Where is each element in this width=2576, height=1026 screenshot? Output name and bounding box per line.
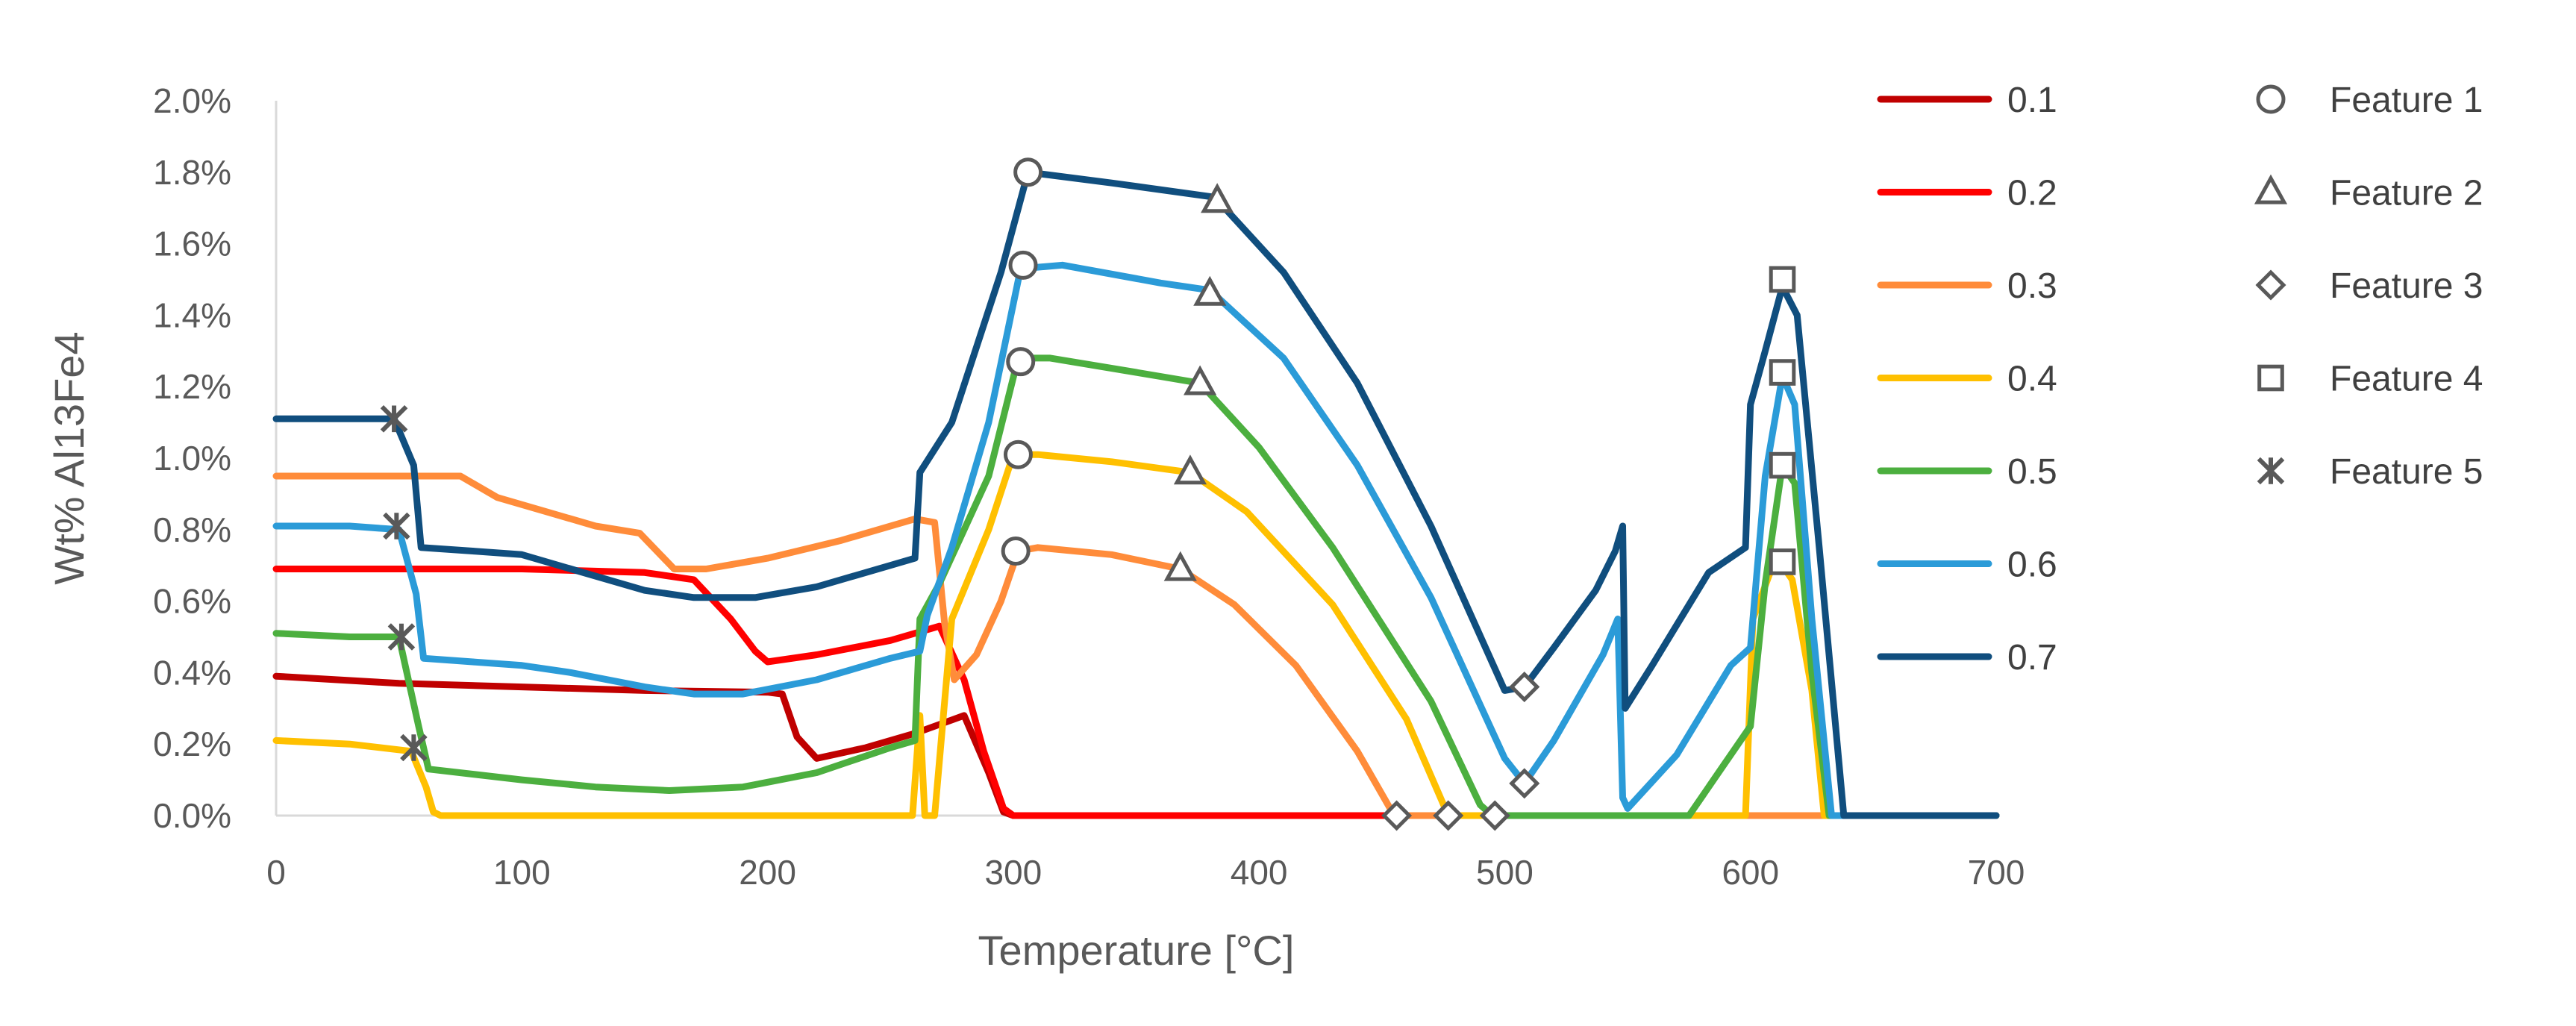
feature-marker-3 bbox=[1509, 672, 1540, 703]
x-axis-title: Temperature [°C] bbox=[978, 927, 1295, 974]
feature-marker-1 bbox=[1006, 347, 1036, 377]
feature-marker-2 bbox=[1173, 454, 1207, 485]
feature-marker-2 bbox=[1163, 551, 1197, 581]
y-tick-label: 2.0% bbox=[153, 81, 231, 120]
feature-marker-3 bbox=[1433, 800, 1464, 831]
feature-marker-5 bbox=[400, 733, 428, 762]
legend-symbol-feature-2 bbox=[2254, 174, 2288, 204]
series-line-0.6 bbox=[272, 261, 2000, 819]
feature-marker-5 bbox=[380, 405, 408, 433]
legend-label-feature-4: Feature 4 bbox=[2330, 360, 2483, 399]
legend-symbol-feature-3 bbox=[2255, 269, 2286, 301]
feature-marker-2 bbox=[1193, 275, 1227, 306]
legend-label-0.1: 0.1 bbox=[2007, 81, 2057, 120]
y-tick-label: 0.0% bbox=[153, 796, 231, 835]
legend-label-feature-5: Feature 5 bbox=[2330, 452, 2483, 492]
feature-marker-3 bbox=[1509, 768, 1540, 799]
y-tick-label: 1.2% bbox=[153, 367, 231, 406]
legend-label-0.7: 0.7 bbox=[2007, 638, 2057, 678]
x-tick-label: 700 bbox=[1968, 853, 2025, 892]
series-layer bbox=[272, 169, 2000, 819]
y-tick-label: 1.8% bbox=[153, 153, 231, 192]
x-tick-label: 400 bbox=[1231, 853, 1288, 892]
x-tick-label: 300 bbox=[984, 853, 1042, 892]
feature-marker-2 bbox=[1201, 183, 1234, 213]
feature-marker-2 bbox=[1184, 365, 1217, 395]
y-tick-label: 0.6% bbox=[153, 582, 231, 621]
legend-label-feature-2: Feature 2 bbox=[2330, 174, 2483, 213]
series-line-0.5 bbox=[272, 354, 2000, 819]
x-tick-label: 100 bbox=[493, 853, 551, 892]
feature-marker-1 bbox=[1008, 250, 1038, 280]
feature-marker-4 bbox=[1769, 266, 1796, 293]
y-tick-label: 0.4% bbox=[153, 653, 231, 692]
x-tick-label: 600 bbox=[1722, 853, 1779, 892]
y-tick-label: 1.6% bbox=[153, 225, 231, 263]
feature-marker-4 bbox=[1769, 451, 1796, 479]
feature-marker-5 bbox=[387, 623, 416, 651]
series-line-0.3 bbox=[272, 472, 2000, 819]
axes-layer bbox=[275, 101, 1996, 817]
legend-layer: 0.1 0.2 0.3 0.4 0.5 0.6 0.7 Feature 1 Feature 2 F… bbox=[1877, 81, 2483, 678]
marker-layer bbox=[380, 157, 1796, 831]
y-tick-label: 1.0% bbox=[153, 439, 231, 478]
legend-label-0.6: 0.6 bbox=[2007, 545, 2057, 585]
feature-marker-1 bbox=[1003, 440, 1033, 469]
y-tick-label: 1.4% bbox=[153, 295, 231, 334]
x-tick-label: 500 bbox=[1476, 853, 1534, 892]
legend-label-0.4: 0.4 bbox=[2007, 360, 2057, 399]
series-line-0.7 bbox=[272, 169, 2000, 819]
feature-marker-1 bbox=[1013, 157, 1043, 187]
legend-label-feature-1: Feature 1 bbox=[2330, 81, 2483, 120]
x-tick-label: 0 bbox=[266, 853, 286, 892]
x-tick-label: 200 bbox=[739, 853, 796, 892]
feature-marker-5 bbox=[383, 512, 410, 540]
legend-symbol-feature-1 bbox=[2256, 84, 2286, 114]
y-tick-label: 0.8% bbox=[153, 510, 231, 549]
feature-marker-3 bbox=[1479, 800, 1510, 831]
y-tick-label: 0.2% bbox=[153, 725, 231, 763]
legend-label-0.3: 0.3 bbox=[2007, 266, 2057, 306]
legend-label-0.5: 0.5 bbox=[2007, 452, 2057, 492]
feature-marker-3 bbox=[1381, 800, 1413, 831]
legend-label-feature-3: Feature 3 bbox=[2330, 266, 2483, 306]
legend-symbol-feature-4 bbox=[2257, 364, 2284, 392]
legend-label-0.2: 0.2 bbox=[2007, 174, 2057, 213]
feature-marker-1 bbox=[1001, 537, 1031, 566]
feature-marker-4 bbox=[1769, 359, 1796, 386]
feature-marker-4 bbox=[1769, 548, 1796, 575]
y-axis-title: Wt% Al13Fe4 bbox=[46, 331, 93, 584]
legend-symbol-feature-5 bbox=[2257, 457, 2285, 485]
label-layer: 0.0% 0.2% 0.4% 0.6% 0.8% 1.0% 1.2% 1.4% 1.6% 1.8%… bbox=[46, 81, 2025, 974]
